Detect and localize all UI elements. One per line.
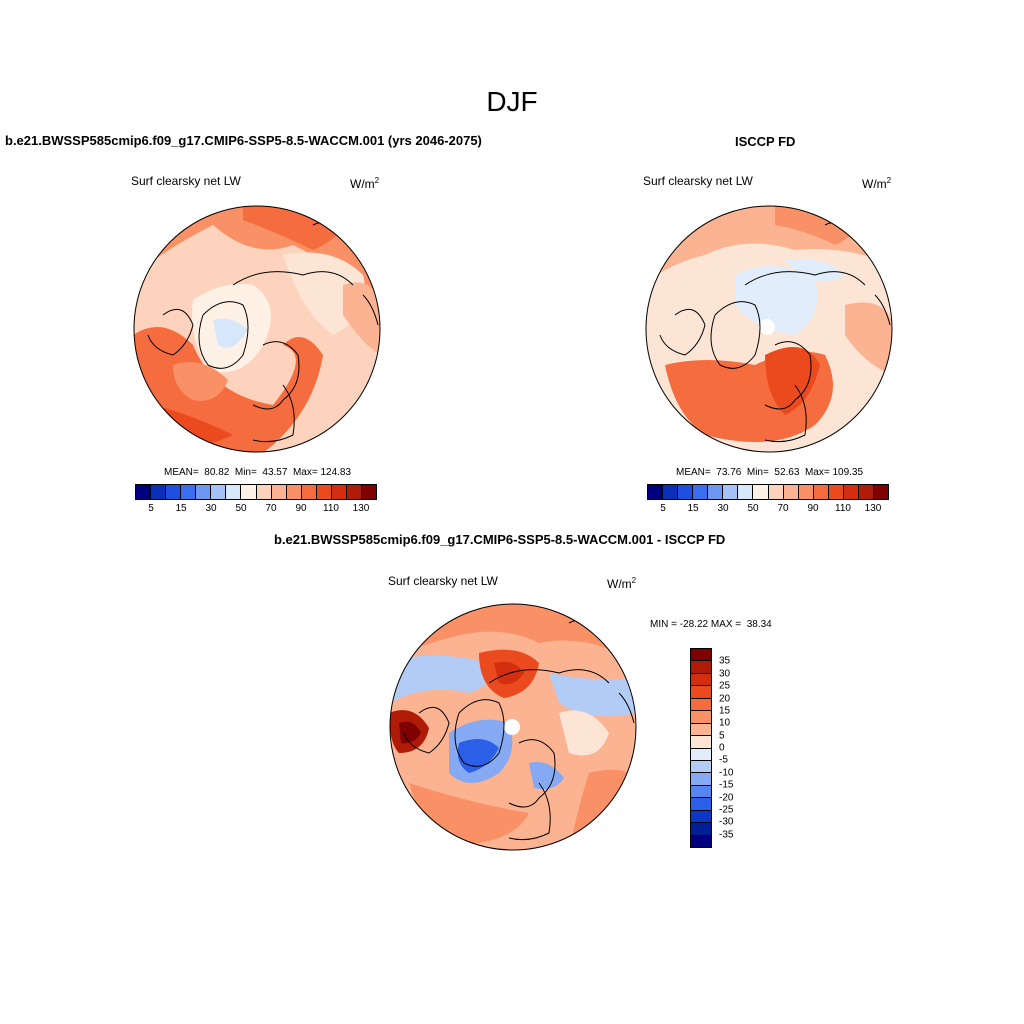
diff-colorbar-swatch bbox=[691, 673, 711, 687]
diff-colorbar-tick-label: 5 bbox=[719, 730, 725, 742]
obs-colorbar-swatch bbox=[843, 485, 859, 499]
obs-stats: MEAN= 73.76 Min= 52.63 Max= 109.35 bbox=[676, 467, 864, 478]
obs-colorbar-swatch bbox=[678, 485, 694, 499]
obs-colorbar-swatch bbox=[648, 485, 664, 499]
obs-colorbar-tick-label: 70 bbox=[777, 503, 789, 514]
model-colorbar-swatch bbox=[286, 485, 302, 499]
obs-colorbar-swatch bbox=[828, 485, 844, 499]
obs-colorbar-swatch bbox=[693, 485, 709, 499]
model-colorbar-swatch bbox=[136, 485, 152, 499]
diff-polar-map bbox=[389, 603, 637, 851]
diff-colorbar-tick-label: -10 bbox=[719, 767, 734, 779]
diff-colorbar-tick-label: -20 bbox=[719, 792, 734, 803]
obs-colorbar-swatch bbox=[663, 485, 679, 499]
model-colorbar-swatch bbox=[301, 485, 317, 499]
obs-colorbar-swatch bbox=[753, 485, 769, 499]
diff-colorbar-swatch bbox=[691, 723, 711, 737]
obs-polar-map bbox=[645, 205, 893, 453]
obs-colorbar-tick-label: 110 bbox=[835, 503, 851, 514]
diff-colorbar-tick-label: 10 bbox=[719, 717, 731, 729]
figure-title: DJF bbox=[486, 86, 538, 117]
obs-colorbar-tick-label: 90 bbox=[807, 503, 819, 514]
diff-colorbar-tick-label: 0 bbox=[719, 742, 725, 754]
model-colorbar bbox=[135, 484, 377, 500]
obs-colorbar-swatch bbox=[873, 485, 888, 499]
obs-colorbar-swatch bbox=[783, 485, 799, 499]
diff-colorbar-swatch bbox=[691, 798, 711, 811]
model-colorbar-swatch bbox=[151, 485, 167, 499]
model-colorbar-tick-label: 90 bbox=[295, 503, 307, 514]
obs-units-label: W/m2 bbox=[862, 176, 892, 191]
diff-colorbar-swatch bbox=[691, 686, 711, 699]
model-colorbar-swatch bbox=[226, 485, 242, 499]
model-colorbar-swatch bbox=[346, 485, 362, 499]
obs-colorbar-swatch bbox=[768, 485, 784, 499]
model-colorbar-tick-label: 130 bbox=[352, 503, 370, 514]
model-variable-label: Surf clearsky net LW bbox=[131, 174, 241, 188]
model-colorbar-swatch bbox=[241, 485, 257, 499]
model-colorbar-swatch bbox=[211, 485, 227, 499]
model-colorbar-tick-label: 110 bbox=[323, 503, 339, 514]
diff-colorbar-tick-label: -35 bbox=[719, 829, 734, 841]
diff-colorbar bbox=[690, 648, 712, 848]
model-colorbar-tick-label: 15 bbox=[175, 503, 187, 514]
diff-colorbar-swatch bbox=[691, 661, 711, 674]
model-units-label: W/m2 bbox=[350, 176, 380, 191]
diff-colorbar-swatch bbox=[691, 823, 711, 836]
diff-colorbar-tick-label: 15 bbox=[719, 705, 731, 717]
diff-panel-title: b.e21.BWSSP585cmip6.f09_g17.CMIP6-SSP5-8… bbox=[274, 532, 726, 547]
diff-colorbar-tick-label: -30 bbox=[719, 816, 734, 828]
diff-colorbar-swatch bbox=[691, 773, 711, 786]
diff-colorbar-tick-label: -5 bbox=[719, 754, 728, 766]
diff-colorbar-swatch bbox=[691, 785, 711, 799]
diff-colorbar-tick-label: 20 bbox=[719, 693, 731, 704]
obs-colorbar-tick-label: 130 bbox=[864, 503, 882, 514]
obs-panel-title: ISCCP FD bbox=[735, 134, 796, 149]
model-colorbar-tick-label: 70 bbox=[265, 503, 277, 514]
diff-colorbar-swatch bbox=[691, 748, 711, 761]
model-colorbar-swatch bbox=[316, 485, 332, 499]
diff-colorbar-swatch bbox=[691, 835, 711, 847]
model-colorbar-tick-label: 5 bbox=[148, 503, 154, 514]
diff-colorbar-tick-label: -15 bbox=[719, 779, 734, 791]
model-colorbar-swatch bbox=[361, 485, 376, 499]
obs-colorbar-swatch bbox=[798, 485, 814, 499]
model-colorbar-swatch bbox=[256, 485, 272, 499]
obs-colorbar-tick-label: 30 bbox=[717, 503, 729, 514]
diff-colorbar-tick-label: 25 bbox=[719, 680, 731, 692]
diff-colorbar-tick-label: -25 bbox=[719, 804, 734, 816]
model-colorbar-swatch bbox=[181, 485, 197, 499]
obs-colorbar bbox=[647, 484, 889, 500]
diff-colorbar-swatch bbox=[691, 810, 711, 824]
obs-colorbar-swatch bbox=[738, 485, 754, 499]
obs-colorbar-tick-label: 5 bbox=[660, 503, 666, 514]
diff-colorbar-swatch bbox=[691, 698, 711, 712]
diff-colorbar-tick-label: 35 bbox=[719, 655, 731, 667]
obs-colorbar-swatch bbox=[723, 485, 739, 499]
diff-variable-label: Surf clearsky net LW bbox=[388, 574, 498, 588]
diff-colorbar-tick-label: 30 bbox=[719, 668, 731, 680]
model-colorbar-swatch bbox=[331, 485, 347, 499]
diff-colorbar-swatch bbox=[691, 736, 711, 749]
model-colorbar-tick-label: 50 bbox=[235, 503, 247, 514]
diff-colorbar-swatch bbox=[691, 711, 711, 724]
model-colorbar-tick-label: 30 bbox=[205, 503, 217, 514]
obs-colorbar-swatch bbox=[858, 485, 874, 499]
model-colorbar-swatch bbox=[271, 485, 287, 499]
obs-colorbar-tick-label: 50 bbox=[747, 503, 759, 514]
diff-colorbar-swatch bbox=[691, 760, 711, 774]
model-stats: MEAN= 80.82 Min= 43.57 Max= 124.83 bbox=[164, 467, 352, 478]
model-colorbar-swatch bbox=[196, 485, 212, 499]
model-panel-title: b.e21.BWSSP585cmip6.f09_g17.CMIP6-SSP5-8… bbox=[5, 133, 482, 148]
obs-colorbar-tick-label: 15 bbox=[687, 503, 699, 514]
obs-colorbar-swatch bbox=[813, 485, 829, 499]
model-polar-map bbox=[133, 205, 381, 453]
obs-colorbar-swatch bbox=[708, 485, 724, 499]
diff-colorbar-swatch bbox=[691, 649, 711, 662]
diff-units-label: W/m2 bbox=[607, 576, 637, 591]
diff-stats: MIN = -28.22 MAX = 38.34 bbox=[650, 619, 772, 630]
obs-variable-label: Surf clearsky net LW bbox=[643, 174, 753, 188]
model-colorbar-swatch bbox=[166, 485, 182, 499]
